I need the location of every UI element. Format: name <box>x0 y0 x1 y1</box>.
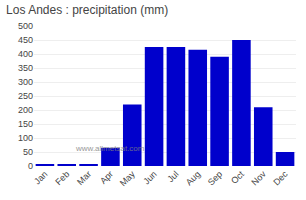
svg-text:Apr: Apr <box>98 169 115 186</box>
svg-text:150: 150 <box>18 119 33 129</box>
svg-text:200: 200 <box>18 105 33 115</box>
svg-text:Jan: Jan <box>32 169 49 186</box>
svg-text:300: 300 <box>18 77 33 87</box>
svg-text:450: 450 <box>18 35 33 45</box>
svg-text:500: 500 <box>18 21 33 31</box>
svg-text:100: 100 <box>18 133 33 143</box>
svg-text:Los Andes : precipitation (mm): Los Andes : precipitation (mm) <box>6 3 168 17</box>
svg-text:Aug: Aug <box>184 169 202 187</box>
svg-text:400: 400 <box>18 49 33 59</box>
svg-text:www.allmetsat.com: www.allmetsat.com <box>75 144 145 153</box>
svg-text:Nov: Nov <box>249 169 268 188</box>
svg-text:Feb: Feb <box>53 169 71 187</box>
svg-text:Sep: Sep <box>206 169 224 187</box>
svg-text:Dec: Dec <box>271 169 290 188</box>
svg-text:50: 50 <box>23 147 33 157</box>
svg-text:Mar: Mar <box>75 169 93 187</box>
svg-text:250: 250 <box>18 91 33 101</box>
svg-text:Jul: Jul <box>165 169 180 184</box>
svg-text:350: 350 <box>18 63 33 73</box>
svg-text:Jun: Jun <box>141 169 158 186</box>
svg-text:Oct: Oct <box>229 169 246 186</box>
svg-text:May: May <box>118 169 137 188</box>
svg-text:0: 0 <box>28 161 33 171</box>
